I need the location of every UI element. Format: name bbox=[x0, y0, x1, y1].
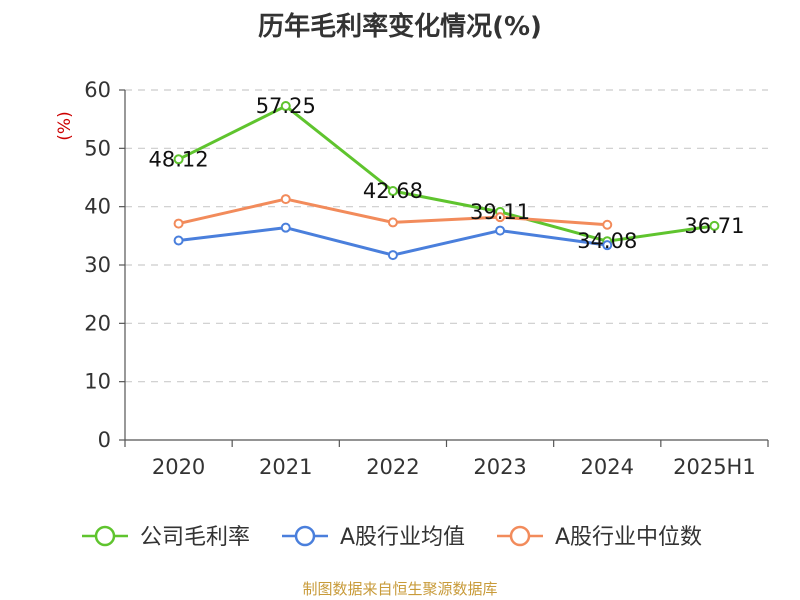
axes: (%) 0 10 20 30 40 50 60 2020 2021 2022 2023 2024 202… bbox=[55, 78, 769, 479]
y-tick-label: 30 bbox=[84, 253, 111, 277]
legend: 公司毛利率 A股行业均值 A股行业中位数 bbox=[82, 525, 702, 550]
y-tick-label: 10 bbox=[84, 370, 111, 394]
data-label: 39.11 bbox=[470, 200, 530, 224]
y-tick-label: 0 bbox=[98, 428, 111, 452]
data-point bbox=[495, 225, 506, 236]
grid-lines bbox=[125, 89, 768, 383]
x-tick-label: 2023 bbox=[473, 455, 526, 479]
data-point bbox=[173, 218, 184, 229]
y-tick-label: 60 bbox=[84, 78, 111, 102]
data-point bbox=[387, 250, 398, 261]
legend-marker bbox=[94, 525, 116, 547]
legend-label: A股行业均值 bbox=[340, 525, 465, 550]
y-tick-label: 50 bbox=[84, 136, 111, 160]
legend-label: 公司毛利率 bbox=[140, 525, 250, 550]
data-point bbox=[709, 220, 720, 231]
data-point bbox=[495, 212, 506, 223]
x-tick-label: 2022 bbox=[366, 455, 419, 479]
x-tick-label: 2021 bbox=[259, 455, 312, 479]
data-point bbox=[173, 154, 184, 165]
data-label: 48.12 bbox=[149, 147, 209, 171]
data-label: 34.08 bbox=[577, 229, 637, 253]
data-point bbox=[387, 186, 398, 197]
y-axis-unit-label: (%) bbox=[55, 111, 75, 140]
data-point bbox=[602, 240, 613, 251]
legend-marker bbox=[509, 525, 531, 547]
series-line-1 bbox=[177, 104, 715, 243]
data-point bbox=[602, 219, 613, 230]
y-tick-label: 40 bbox=[84, 195, 111, 219]
data-point bbox=[280, 222, 291, 233]
data-point bbox=[280, 101, 291, 112]
data-point bbox=[387, 217, 398, 228]
data-labels: 48.12 57.25 42.68 39.11 34.08 36.71 bbox=[149, 94, 745, 253]
y-tick-label: 20 bbox=[84, 311, 111, 335]
chart-title: 历年毛利率变化情况(%) bbox=[258, 12, 542, 42]
legend-label: A股行业中位数 bbox=[555, 525, 702, 550]
data-label: 36.71 bbox=[684, 214, 744, 238]
x-tick-label: 2024 bbox=[581, 455, 634, 479]
source-note: 制图数据来自恒生聚源数据库 bbox=[302, 580, 498, 598]
data-point bbox=[280, 194, 291, 205]
legend-marker bbox=[294, 525, 316, 547]
data-label: 42.68 bbox=[363, 179, 423, 203]
x-tick-label: 2020 bbox=[152, 455, 205, 479]
series-lines bbox=[173, 101, 720, 261]
data-point bbox=[173, 235, 184, 246]
x-tick-label: 2025H1 bbox=[673, 455, 756, 479]
data-label: 57.25 bbox=[256, 94, 316, 118]
